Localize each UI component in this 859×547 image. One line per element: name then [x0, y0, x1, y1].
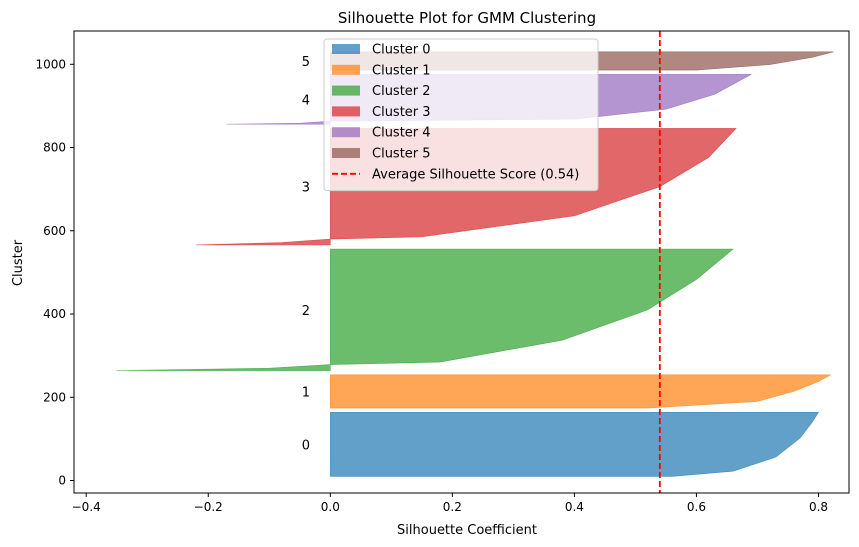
- y-tick-label-3: 600: [43, 224, 66, 238]
- x-tick-label-3: 0.2: [443, 500, 462, 514]
- cluster-label-0: 0: [302, 438, 310, 453]
- axes: −0.4 −0.2 0.0 0.2 0.4 0.6 0.8 0 200 400 600 800 1000: [35, 30, 850, 514]
- y-tick-label-5: 1000: [35, 57, 66, 71]
- legend-swatch-cluster-2: [332, 85, 360, 96]
- x-tick-label-6: 0.8: [809, 500, 828, 514]
- legend-swatch-cluster-5: [332, 148, 360, 158]
- cluster-label-3: 3: [302, 181, 310, 196]
- x-tick-label-0: −0.4: [72, 500, 101, 514]
- cluster-label-4: 4: [302, 93, 310, 108]
- cluster-label-5: 5: [302, 55, 310, 70]
- x-axis-label: Silhouette Coefficient: [397, 523, 537, 538]
- legend-label-average-line: Average Silhouette Score (0.54): [372, 167, 579, 182]
- y-tick-label-1: 200: [43, 390, 66, 404]
- x-tick-label-5: 0.6: [687, 500, 706, 514]
- legend-label-cluster-0: Cluster 0: [372, 43, 431, 58]
- cluster-labels: 0 1 2 3 4 5: [302, 55, 310, 453]
- legend-swatch-cluster-3: [332, 106, 360, 117]
- y-tick-label-2: 400: [43, 307, 66, 321]
- legend: Cluster 0 Cluster 1 Cluster 2 Cluster 3 Clus…: [323, 38, 599, 192]
- legend-swatch-cluster-1: [332, 64, 360, 75]
- cluster-label-2: 2: [302, 304, 310, 319]
- legend-label-cluster-1: Cluster 1: [372, 63, 431, 78]
- legend-label-cluster-2: Cluster 2: [372, 84, 431, 99]
- silhouette-band-cluster-1: [330, 374, 831, 409]
- legend-label-cluster-4: Cluster 4: [372, 126, 431, 141]
- y-axis-label: Cluster: [11, 239, 26, 286]
- y-tick-label-4: 800: [43, 141, 66, 155]
- silhouette-band-cluster-0: [330, 412, 820, 477]
- legend-label-cluster-3: Cluster 3: [372, 105, 431, 120]
- axes-frame: [73, 30, 850, 494]
- legend-swatch-cluster-4: [332, 127, 360, 138]
- silhouette-band-cluster-2: [116, 248, 734, 371]
- legend-label-cluster-5: Cluster 5: [372, 147, 431, 162]
- legend-swatch-cluster-0: [332, 44, 360, 54]
- x-tick-label-2: 0.0: [321, 500, 340, 514]
- cluster-label-1: 1: [302, 385, 310, 400]
- x-tick-label-4: 0.4: [565, 500, 584, 514]
- y-tick-label-0: 0: [58, 474, 66, 488]
- chart-title: Silhouette Plot for GMM Clustering: [338, 9, 596, 27]
- legend-box: [323, 38, 599, 192]
- x-tick-label-1: −0.2: [194, 500, 223, 514]
